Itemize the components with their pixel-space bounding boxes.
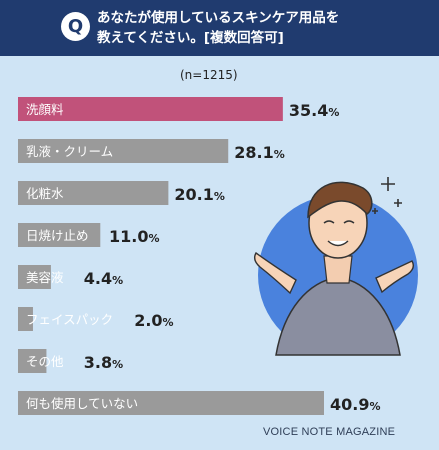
eyes-shape: [323, 220, 355, 224]
bar-7: [18, 349, 47, 373]
bar-label-2: 乳液・クリーム: [26, 144, 113, 159]
hair-shape: [307, 181, 373, 219]
bar-value-5: 4.4%: [84, 269, 123, 288]
value-unit-1: %: [328, 106, 339, 119]
sample-size: (n=1215): [180, 68, 238, 82]
magazine-watermark: VOICE NOTE MAGAZINE: [263, 426, 396, 438]
header-bar: Q あなたが使用しているスキンケア用品を 教えてください。[複数回答可]: [0, 0, 439, 56]
bar-value-2: 28.1%: [234, 143, 285, 162]
bar-4: [18, 223, 101, 247]
value-unit-6: %: [163, 316, 174, 329]
right-pointing-hand: [375, 260, 415, 294]
value-unit-2: %: [274, 148, 285, 161]
sparkle-icon: [372, 177, 402, 214]
bar-value-3: 20.1%: [174, 185, 225, 204]
bar-2: [18, 139, 229, 163]
bar-8: [18, 391, 324, 415]
value-number-8: 40.9: [330, 395, 369, 414]
bar-label-5: 美容液: [26, 270, 64, 285]
bar-value-6: 2.0%: [134, 311, 173, 330]
value-unit-3: %: [214, 190, 225, 203]
value-number-2: 28.1: [234, 143, 273, 162]
bar-label-6: フェイスパック: [26, 312, 113, 327]
person-pointing-illustration: [253, 177, 418, 356]
value-number-5: 4.4: [84, 269, 112, 288]
value-number-1: 35.4: [289, 101, 328, 120]
value-number-4: 11.0: [109, 227, 148, 246]
bar-value-4: 11.0%: [109, 227, 160, 246]
bar-label-8: 何も使用していない: [26, 396, 138, 411]
value-number-7: 3.8: [84, 353, 112, 372]
bar-5: [18, 265, 51, 289]
bar-value-7: 3.8%: [84, 353, 123, 372]
value-unit-4: %: [148, 232, 159, 245]
neck-shape: [323, 255, 353, 284]
bar-label-1: 洗顔料: [26, 102, 64, 117]
bar-label-3: 化粧水: [26, 186, 64, 201]
bar-label-4: 日焼け止め: [26, 228, 89, 243]
value-unit-5: %: [112, 274, 123, 287]
smile-shape: [327, 240, 349, 247]
bar-label-7: その他: [26, 354, 64, 369]
value-number-6: 2.0: [134, 311, 162, 330]
bar-value-1: 35.4%: [289, 101, 340, 120]
bar-6: [18, 307, 33, 331]
value-unit-8: %: [369, 400, 380, 413]
question-icon: Q: [61, 12, 90, 41]
value-unit-7: %: [112, 358, 123, 371]
bar-3: [18, 181, 169, 205]
bar-value-8: 40.9%: [330, 395, 381, 414]
bar-1: [18, 97, 283, 121]
value-number-3: 20.1: [174, 185, 213, 204]
left-pointing-hand: [253, 251, 297, 295]
survey-question: あなたが使用しているスキンケア用品を 教えてください。[複数回答可]: [97, 10, 340, 46]
